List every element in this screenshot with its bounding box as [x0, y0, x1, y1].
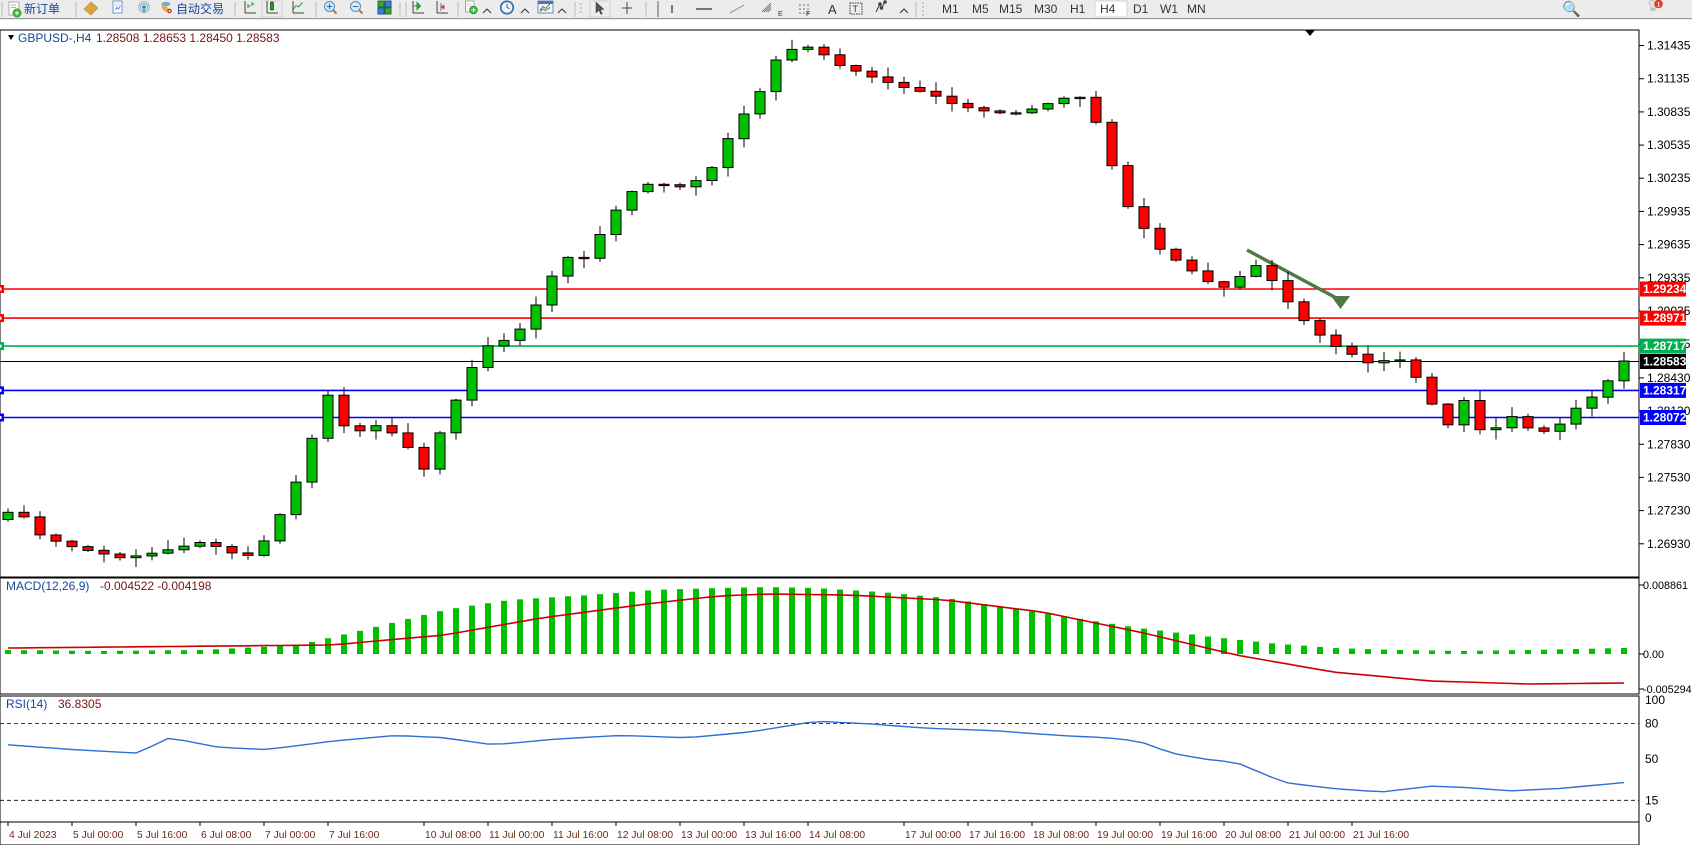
svg-text:H4: H4 [1100, 2, 1116, 16]
svg-text:M30: M30 [1034, 2, 1058, 16]
svg-text:MACD(12,26,9): MACD(12,26,9) [6, 579, 89, 593]
svg-text:A: A [828, 2, 837, 17]
svg-text:6 Jul 08:00: 6 Jul 08:00 [201, 830, 252, 841]
svg-text:5 Jul 16:00: 5 Jul 16:00 [137, 830, 188, 841]
svg-text:1.28583: 1.28583 [1643, 355, 1687, 369]
svg-text:10 Jul 08:00: 10 Jul 08:00 [425, 830, 481, 841]
svg-text:E: E [778, 11, 783, 18]
svg-text:1.30235: 1.30235 [1647, 171, 1691, 185]
svg-text:11 Jul 16:00: 11 Jul 16:00 [553, 830, 609, 841]
svg-text:0.008861: 0.008861 [1643, 580, 1688, 592]
svg-text:14 Jul 08:00: 14 Jul 08:00 [809, 830, 865, 841]
svg-text:D1: D1 [1133, 2, 1149, 16]
svg-text:W1: W1 [1160, 2, 1178, 16]
svg-text:4 Jul 2023: 4 Jul 2023 [9, 830, 57, 841]
svg-text:7 Jul 16:00: 7 Jul 16:00 [329, 830, 380, 841]
svg-text:13 Jul 16:00: 13 Jul 16:00 [745, 830, 801, 841]
svg-text:17 Jul 00:00: 17 Jul 00:00 [905, 830, 961, 841]
svg-text:F: F [806, 11, 810, 18]
svg-text:H1: H1 [1070, 2, 1086, 16]
svg-text:17 Jul 16:00: 17 Jul 16:00 [969, 830, 1025, 841]
svg-text:0.00: 0.00 [1643, 649, 1664, 661]
svg-text:80: 80 [1645, 717, 1659, 731]
svg-text:自动交易: 自动交易 [176, 1, 224, 16]
svg-text:19 Jul 00:00: 19 Jul 00:00 [1097, 830, 1153, 841]
svg-text:11 Jul 00:00: 11 Jul 00:00 [489, 830, 545, 841]
svg-text:36.8305: 36.8305 [58, 697, 102, 711]
svg-text:21 Jul 16:00: 21 Jul 16:00 [1353, 830, 1409, 841]
svg-text:15: 15 [1645, 793, 1659, 807]
svg-text:RSI(14): RSI(14) [6, 697, 47, 711]
svg-text:M1: M1 [942, 2, 959, 16]
svg-text:7 Jul 00:00: 7 Jul 00:00 [265, 830, 316, 841]
svg-text:13 Jul 00:00: 13 Jul 00:00 [681, 830, 737, 841]
svg-text:1.31435: 1.31435 [1647, 39, 1691, 53]
svg-text:1.28508 1.28653 1.28450 1.2858: 1.28508 1.28653 1.28450 1.28583 [96, 31, 280, 45]
svg-text:1.28717: 1.28717 [1643, 339, 1687, 353]
svg-text:0: 0 [1645, 811, 1652, 825]
svg-text:1.29234: 1.29234 [1643, 282, 1687, 296]
svg-text:1.30535: 1.30535 [1647, 138, 1691, 152]
svg-text:1: 1 [1657, 1, 1661, 8]
svg-text:M5: M5 [972, 2, 989, 16]
svg-text:1.29935: 1.29935 [1647, 204, 1691, 218]
svg-text:MN: MN [1187, 2, 1206, 16]
svg-text:1.28317: 1.28317 [1643, 383, 1687, 397]
svg-text:100: 100 [1645, 693, 1665, 707]
svg-text:19 Jul 16:00: 19 Jul 16:00 [1161, 830, 1217, 841]
svg-text:1.27230: 1.27230 [1647, 504, 1691, 518]
svg-text:🔍: 🔍 [1562, 0, 1581, 18]
svg-text:12 Jul 08:00: 12 Jul 08:00 [617, 830, 673, 841]
svg-text:1.31135: 1.31135 [1647, 72, 1690, 86]
svg-text:5 Jul 00:00: 5 Jul 00:00 [73, 830, 124, 841]
svg-text:1.29635: 1.29635 [1647, 238, 1691, 252]
svg-text:1.27530: 1.27530 [1647, 470, 1691, 484]
svg-text:新订单: 新订单 [24, 1, 60, 16]
svg-text:M15: M15 [999, 2, 1023, 16]
svg-text:-0.004522 -0.004198: -0.004522 -0.004198 [100, 579, 212, 593]
svg-text:21 Jul 00:00: 21 Jul 00:00 [1289, 830, 1345, 841]
svg-text:20 Jul 08:00: 20 Jul 08:00 [1225, 830, 1281, 841]
svg-text:1.28072: 1.28072 [1643, 411, 1687, 425]
svg-text:1.28971: 1.28971 [1643, 311, 1687, 325]
svg-text:50: 50 [1645, 752, 1659, 766]
svg-text:1.30835: 1.30835 [1647, 105, 1691, 119]
svg-text:18 Jul 08:00: 18 Jul 08:00 [1033, 830, 1089, 841]
svg-text:GBPUSD-,H4: GBPUSD-,H4 [18, 31, 92, 45]
svg-text:T: T [853, 4, 859, 14]
svg-text:1.27830: 1.27830 [1647, 437, 1691, 451]
svg-text:1.26930: 1.26930 [1647, 537, 1691, 551]
